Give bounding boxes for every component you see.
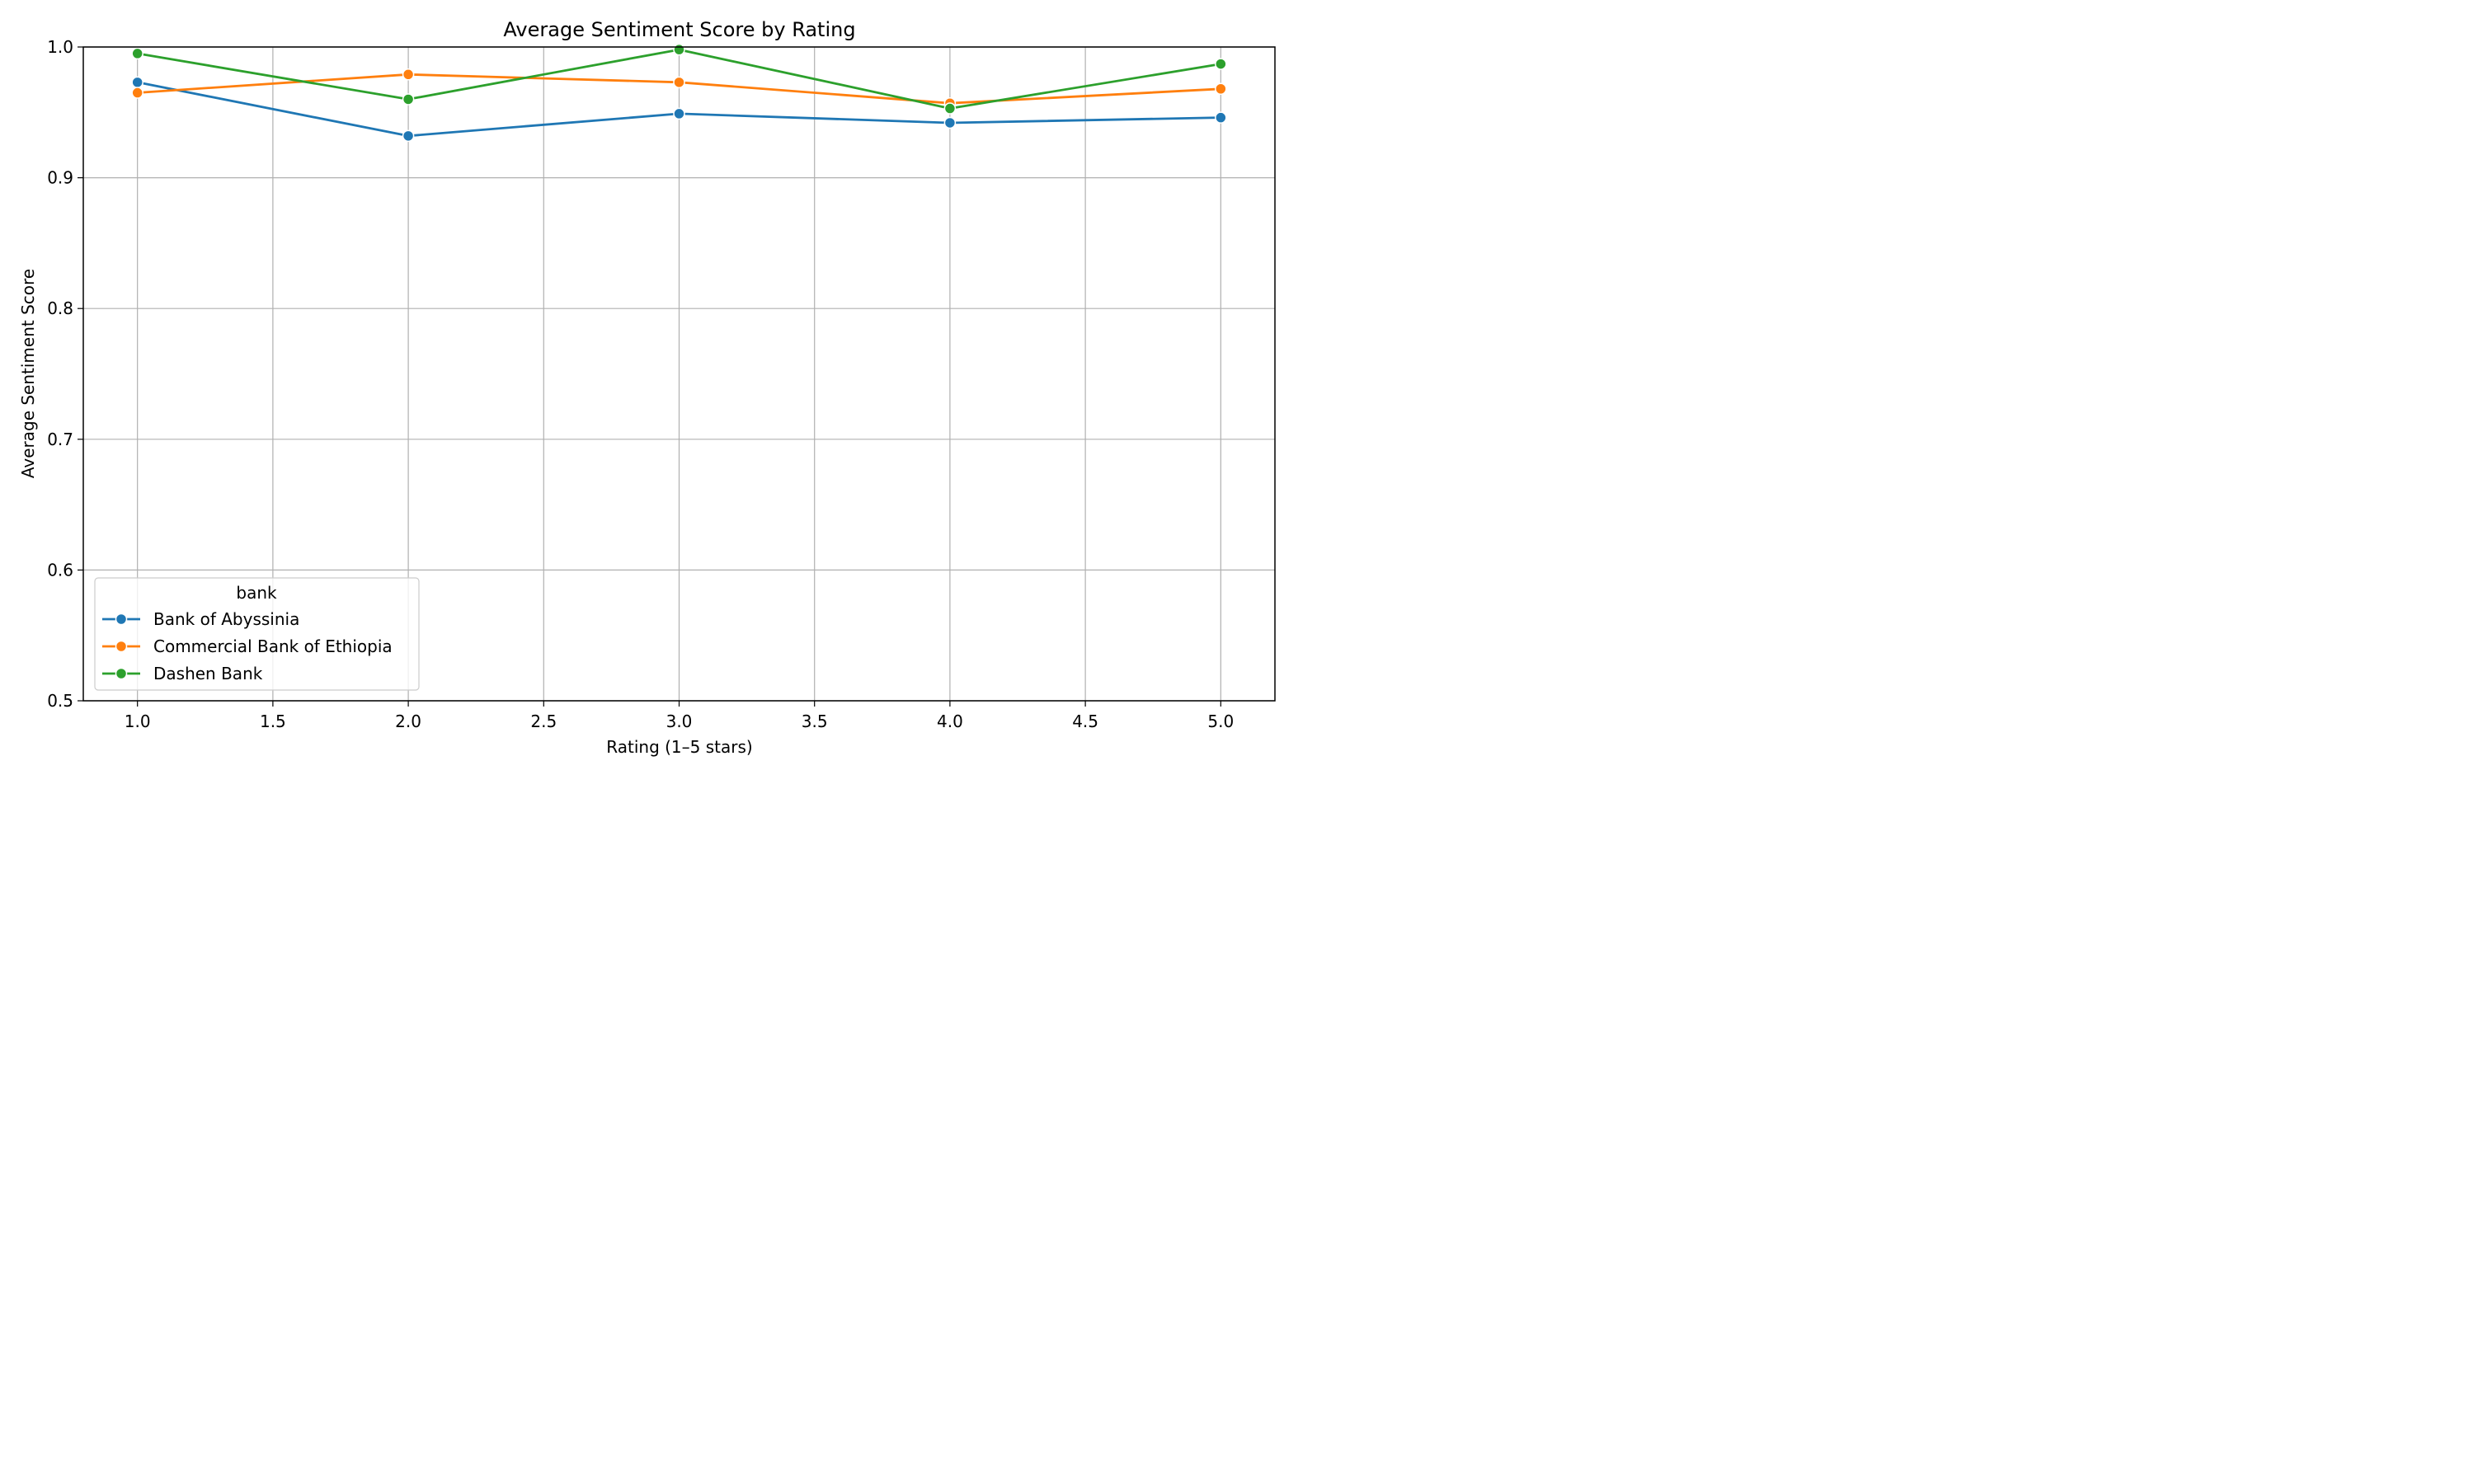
y-tick-label: 0.7 [47, 430, 73, 449]
x-tick-label: 1.5 [260, 711, 286, 731]
data-point [943, 116, 957, 129]
legend-label: Bank of Abyssinia [153, 609, 299, 629]
x-tick-label: 3.5 [802, 711, 828, 731]
data-point [402, 129, 415, 143]
legend-item: Dashen Bank [102, 664, 263, 683]
data-point [1215, 111, 1227, 124]
x-tick-label: 1.0 [125, 711, 151, 731]
y-tick-label: 0.9 [47, 168, 73, 188]
x-tick-label: 2.5 [530, 711, 557, 731]
x-tick-label: 4.5 [1072, 711, 1098, 731]
y-axis-ticks: 0.5 0.6 0.7 0.8 0.9 1.0 [47, 37, 83, 711]
legend-marker-swatch [115, 613, 128, 626]
x-tick-label: 3.0 [666, 711, 693, 731]
chart-figure: Average Sentiment Score by Rating 1.0 1.5… [0, 0, 1285, 770]
data-point [131, 47, 143, 60]
x-tick-label: 4.0 [937, 711, 963, 731]
y-tick-label: 1.0 [47, 37, 73, 57]
legend-title: bank [236, 583, 277, 603]
y-axis-label: Average Sentiment Score [18, 269, 38, 478]
x-tick-label: 5.0 [1207, 711, 1234, 731]
x-axis-label: Rating (1–5 stars) [606, 737, 752, 757]
series-markers [131, 43, 1227, 143]
data-point [673, 76, 685, 89]
x-axis-ticks: 1.0 1.5 2.0 2.5 3.0 3.5 4.0 4.5 5.0 [125, 701, 1234, 731]
data-point [131, 76, 143, 89]
legend-label: Dashen Bank [153, 664, 263, 683]
chart-svg: Average Sentiment Score by Rating 1.0 1.5… [0, 0, 1285, 770]
data-point [943, 102, 957, 115]
legend-item: Bank of Abyssinia [102, 609, 299, 629]
x-tick-label: 2.0 [395, 711, 421, 731]
data-point [402, 68, 415, 81]
legend-item: Commercial Bank of Ethiopia [102, 636, 393, 656]
y-tick-label: 0.6 [47, 560, 73, 580]
y-tick-label: 0.8 [47, 298, 73, 318]
legend: bank Bank of Abyssinia Commercial Bank of… [94, 577, 420, 691]
data-point [131, 87, 143, 99]
data-point [1215, 58, 1227, 70]
legend-box [94, 577, 420, 691]
data-point [673, 43, 685, 56]
legend-marker-swatch [115, 667, 128, 680]
data-point [402, 93, 415, 106]
chart-title: Average Sentiment Score by Rating [503, 18, 855, 41]
legend-label: Commercial Bank of Ethiopia [153, 636, 393, 656]
y-tick-label: 0.5 [47, 691, 73, 711]
legend-marker-swatch [115, 640, 128, 653]
legend-items: Bank of Abyssinia Commercial Bank of Ethi… [102, 609, 393, 683]
data-point [673, 107, 685, 120]
data-point [1215, 82, 1227, 96]
